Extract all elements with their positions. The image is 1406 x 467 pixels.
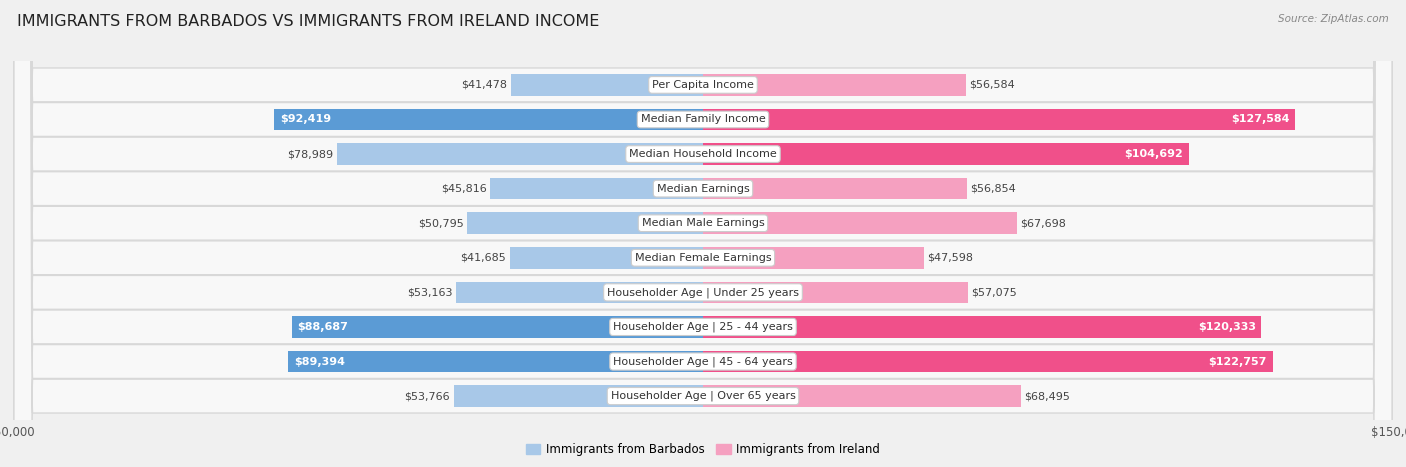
Bar <box>491 178 703 199</box>
Text: $122,757: $122,757 <box>1209 356 1267 367</box>
Bar <box>336 143 703 165</box>
Text: Householder Age | Over 65 years: Householder Age | Over 65 years <box>610 391 796 401</box>
Bar <box>703 212 1017 234</box>
Text: $53,766: $53,766 <box>405 391 450 401</box>
Text: Householder Age | Under 25 years: Householder Age | Under 25 years <box>607 287 799 297</box>
Text: Householder Age | 45 - 64 years: Householder Age | 45 - 64 years <box>613 356 793 367</box>
Bar <box>509 247 703 269</box>
Text: $78,989: $78,989 <box>287 149 333 159</box>
FancyBboxPatch shape <box>14 0 1392 467</box>
Bar <box>288 351 703 372</box>
Text: $89,394: $89,394 <box>294 356 344 367</box>
Text: $127,584: $127,584 <box>1230 114 1289 125</box>
FancyBboxPatch shape <box>14 0 1392 467</box>
Text: $104,692: $104,692 <box>1125 149 1184 159</box>
Text: $47,598: $47,598 <box>928 253 973 263</box>
Text: $56,854: $56,854 <box>970 184 1017 194</box>
Bar <box>291 316 703 338</box>
Bar <box>703 109 1295 130</box>
FancyBboxPatch shape <box>14 0 1392 467</box>
Bar <box>703 282 967 303</box>
Text: $53,163: $53,163 <box>408 287 453 297</box>
FancyBboxPatch shape <box>14 0 1392 467</box>
Bar <box>467 212 703 234</box>
Bar <box>457 282 703 303</box>
Bar <box>703 385 1021 407</box>
Text: Median Male Earnings: Median Male Earnings <box>641 218 765 228</box>
Bar <box>454 385 703 407</box>
Bar <box>703 178 967 199</box>
Bar <box>703 74 966 96</box>
FancyBboxPatch shape <box>14 0 1392 467</box>
Text: Median Earnings: Median Earnings <box>657 184 749 194</box>
Bar <box>703 351 1272 372</box>
FancyBboxPatch shape <box>14 0 1392 467</box>
Bar <box>510 74 703 96</box>
Text: $41,685: $41,685 <box>460 253 506 263</box>
Text: $120,333: $120,333 <box>1198 322 1256 332</box>
Text: $67,698: $67,698 <box>1021 218 1067 228</box>
Text: Source: ZipAtlas.com: Source: ZipAtlas.com <box>1278 14 1389 24</box>
Text: $92,419: $92,419 <box>280 114 330 125</box>
FancyBboxPatch shape <box>14 0 1392 467</box>
Text: $88,687: $88,687 <box>297 322 347 332</box>
Text: $41,478: $41,478 <box>461 80 508 90</box>
Bar <box>274 109 703 130</box>
Text: $56,584: $56,584 <box>969 80 1015 90</box>
Bar <box>703 316 1261 338</box>
FancyBboxPatch shape <box>14 0 1392 467</box>
Text: Median Family Income: Median Family Income <box>641 114 765 125</box>
Text: Householder Age | 25 - 44 years: Householder Age | 25 - 44 years <box>613 322 793 332</box>
Text: Per Capita Income: Per Capita Income <box>652 80 754 90</box>
Text: $57,075: $57,075 <box>972 287 1017 297</box>
Text: IMMIGRANTS FROM BARBADOS VS IMMIGRANTS FROM IRELAND INCOME: IMMIGRANTS FROM BARBADOS VS IMMIGRANTS F… <box>17 14 599 29</box>
Text: $45,816: $45,816 <box>441 184 486 194</box>
Bar <box>703 143 1188 165</box>
Legend: Immigrants from Barbados, Immigrants from Ireland: Immigrants from Barbados, Immigrants fro… <box>522 439 884 461</box>
FancyBboxPatch shape <box>14 0 1392 467</box>
Text: Median Household Income: Median Household Income <box>628 149 778 159</box>
Bar <box>703 247 924 269</box>
Text: $50,795: $50,795 <box>418 218 464 228</box>
FancyBboxPatch shape <box>14 0 1392 467</box>
Text: $68,495: $68,495 <box>1025 391 1070 401</box>
Text: Median Female Earnings: Median Female Earnings <box>634 253 772 263</box>
